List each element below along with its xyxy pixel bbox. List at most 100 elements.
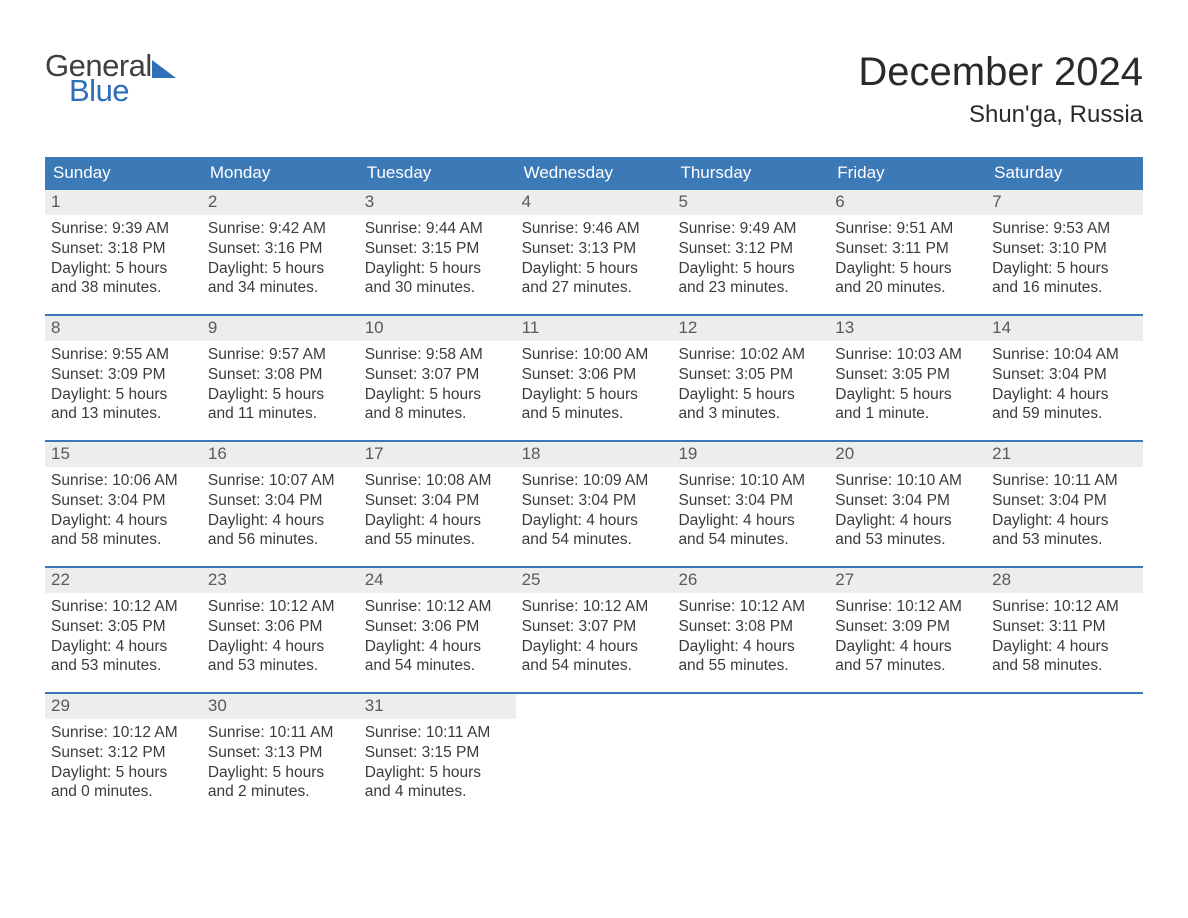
daylight-line: Daylight: 4 hours and 59 minutes. (992, 385, 1137, 425)
day-number: 10 (359, 316, 516, 341)
day-cell: 5Sunrise: 9:49 AMSunset: 3:12 PMDaylight… (672, 190, 829, 314)
sunset-line: Sunset: 3:10 PM (992, 239, 1137, 259)
day-body: Sunrise: 9:39 AMSunset: 3:18 PMDaylight:… (45, 215, 202, 298)
sunset-line: Sunset: 3:16 PM (208, 239, 353, 259)
day-cell: 13Sunrise: 10:03 AMSunset: 3:05 PMDaylig… (829, 316, 986, 440)
day-number: 16 (202, 442, 359, 467)
sunset-line: Sunset: 3:04 PM (992, 365, 1137, 385)
sunset-line: Sunset: 3:15 PM (365, 239, 510, 259)
sunset-line: Sunset: 3:04 PM (51, 491, 196, 511)
sunrise-line: Sunrise: 10:12 AM (992, 597, 1137, 617)
day-number: 26 (672, 568, 829, 593)
day-body: Sunrise: 10:12 AMSunset: 3:08 PMDaylight… (672, 593, 829, 676)
day-body: Sunrise: 9:44 AMSunset: 3:15 PMDaylight:… (359, 215, 516, 298)
month-year: December 2024 (858, 50, 1143, 95)
sunrise-line: Sunrise: 10:06 AM (51, 471, 196, 491)
sunrise-line: Sunrise: 10:12 AM (678, 597, 823, 617)
sunset-line: Sunset: 3:13 PM (208, 743, 353, 763)
daylight-line: Daylight: 5 hours and 27 minutes. (522, 259, 667, 299)
daylight-line: Daylight: 5 hours and 5 minutes. (522, 385, 667, 425)
day-body: Sunrise: 10:12 AMSunset: 3:12 PMDaylight… (45, 719, 202, 802)
day-number: 1 (45, 190, 202, 215)
sunset-line: Sunset: 3:05 PM (835, 365, 980, 385)
sunset-line: Sunset: 3:12 PM (678, 239, 823, 259)
sunset-line: Sunset: 3:15 PM (365, 743, 510, 763)
day-number: 24 (359, 568, 516, 593)
day-body: Sunrise: 9:42 AMSunset: 3:16 PMDaylight:… (202, 215, 359, 298)
day-cell: 29Sunrise: 10:12 AMSunset: 3:12 PMDaylig… (45, 694, 202, 818)
daylight-line: Daylight: 4 hours and 55 minutes. (678, 637, 823, 677)
day-cell: 1Sunrise: 9:39 AMSunset: 3:18 PMDaylight… (45, 190, 202, 314)
daylight-line: Daylight: 5 hours and 0 minutes. (51, 763, 196, 803)
day-number: 5 (672, 190, 829, 215)
daylight-line: Daylight: 5 hours and 20 minutes. (835, 259, 980, 299)
day-header: Tuesday (359, 157, 516, 190)
day-number: 12 (672, 316, 829, 341)
day-body: Sunrise: 10:12 AMSunset: 3:06 PMDaylight… (359, 593, 516, 676)
day-header: Wednesday (516, 157, 673, 190)
sunrise-line: Sunrise: 10:09 AM (522, 471, 667, 491)
day-body: Sunrise: 10:03 AMSunset: 3:05 PMDaylight… (829, 341, 986, 424)
day-body: Sunrise: 10:12 AMSunset: 3:09 PMDaylight… (829, 593, 986, 676)
sunrise-line: Sunrise: 10:12 AM (365, 597, 510, 617)
daylight-line: Daylight: 4 hours and 54 minutes. (522, 511, 667, 551)
sunrise-line: Sunrise: 9:42 AM (208, 219, 353, 239)
logo: General Blue (45, 50, 176, 106)
day-header: Sunday (45, 157, 202, 190)
day-cell: 6Sunrise: 9:51 AMSunset: 3:11 PMDaylight… (829, 190, 986, 314)
sunrise-line: Sunrise: 10:10 AM (835, 471, 980, 491)
day-number: 9 (202, 316, 359, 341)
day-cell-empty (829, 694, 986, 818)
day-cell: 2Sunrise: 9:42 AMSunset: 3:16 PMDaylight… (202, 190, 359, 314)
day-body: Sunrise: 10:11 AMSunset: 3:04 PMDaylight… (986, 467, 1143, 550)
sunrise-line: Sunrise: 9:49 AM (678, 219, 823, 239)
sunset-line: Sunset: 3:08 PM (208, 365, 353, 385)
day-cell-empty (986, 694, 1143, 818)
day-header: Thursday (672, 157, 829, 190)
daylight-line: Daylight: 5 hours and 13 minutes. (51, 385, 196, 425)
daylight-line: Daylight: 4 hours and 58 minutes. (992, 637, 1137, 677)
sunset-line: Sunset: 3:09 PM (835, 617, 980, 637)
day-body: Sunrise: 10:11 AMSunset: 3:15 PMDaylight… (359, 719, 516, 802)
day-body: Sunrise: 10:10 AMSunset: 3:04 PMDaylight… (672, 467, 829, 550)
sunset-line: Sunset: 3:05 PM (51, 617, 196, 637)
day-number: 29 (45, 694, 202, 719)
week-row: 1Sunrise: 9:39 AMSunset: 3:18 PMDaylight… (45, 190, 1143, 314)
day-cell: 19Sunrise: 10:10 AMSunset: 3:04 PMDaylig… (672, 442, 829, 566)
daylight-line: Daylight: 4 hours and 54 minutes. (365, 637, 510, 677)
day-cell: 30Sunrise: 10:11 AMSunset: 3:13 PMDaylig… (202, 694, 359, 818)
daylight-line: Daylight: 5 hours and 1 minute. (835, 385, 980, 425)
day-body: Sunrise: 9:53 AMSunset: 3:10 PMDaylight:… (986, 215, 1143, 298)
daylight-line: Daylight: 4 hours and 53 minutes. (208, 637, 353, 677)
day-header: Friday (829, 157, 986, 190)
daylight-line: Daylight: 5 hours and 8 minutes. (365, 385, 510, 425)
day-body: Sunrise: 9:49 AMSunset: 3:12 PMDaylight:… (672, 215, 829, 298)
day-cell: 31Sunrise: 10:11 AMSunset: 3:15 PMDaylig… (359, 694, 516, 818)
day-body: Sunrise: 10:07 AMSunset: 3:04 PMDaylight… (202, 467, 359, 550)
page-header: General Blue December 2024 Shun'ga, Russ… (45, 50, 1143, 129)
day-cell: 23Sunrise: 10:12 AMSunset: 3:06 PMDaylig… (202, 568, 359, 692)
logo-text-blue: Blue (69, 75, 176, 106)
day-cell: 25Sunrise: 10:12 AMSunset: 3:07 PMDaylig… (516, 568, 673, 692)
daylight-line: Daylight: 4 hours and 53 minutes. (51, 637, 196, 677)
sunset-line: Sunset: 3:06 PM (522, 365, 667, 385)
sunrise-line: Sunrise: 10:11 AM (992, 471, 1137, 491)
sunrise-line: Sunrise: 9:58 AM (365, 345, 510, 365)
sunset-line: Sunset: 3:04 PM (678, 491, 823, 511)
day-body: Sunrise: 9:57 AMSunset: 3:08 PMDaylight:… (202, 341, 359, 424)
day-cell: 3Sunrise: 9:44 AMSunset: 3:15 PMDaylight… (359, 190, 516, 314)
day-cell: 20Sunrise: 10:10 AMSunset: 3:04 PMDaylig… (829, 442, 986, 566)
sunset-line: Sunset: 3:07 PM (365, 365, 510, 385)
sunrise-line: Sunrise: 9:57 AM (208, 345, 353, 365)
day-body: Sunrise: 10:06 AMSunset: 3:04 PMDaylight… (45, 467, 202, 550)
day-number: 15 (45, 442, 202, 467)
sunrise-line: Sunrise: 9:51 AM (835, 219, 980, 239)
week-row: 8Sunrise: 9:55 AMSunset: 3:09 PMDaylight… (45, 314, 1143, 440)
day-cell: 22Sunrise: 10:12 AMSunset: 3:05 PMDaylig… (45, 568, 202, 692)
day-number: 23 (202, 568, 359, 593)
sunset-line: Sunset: 3:06 PM (208, 617, 353, 637)
day-number: 8 (45, 316, 202, 341)
day-number: 27 (829, 568, 986, 593)
daylight-line: Daylight: 4 hours and 54 minutes. (522, 637, 667, 677)
day-cell: 10 Sunrise: 9:58 AMSunset: 3:07 PMDayligh… (359, 316, 516, 440)
